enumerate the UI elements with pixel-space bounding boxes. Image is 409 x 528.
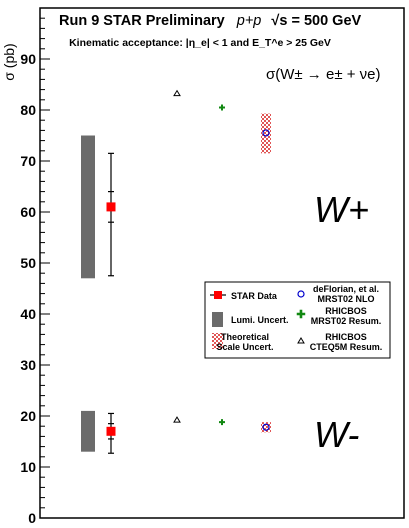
uncertainty-bands bbox=[81, 113, 271, 452]
lumi-band-wplus bbox=[81, 135, 95, 279]
chart-title: Run 9 STAR Preliminary bbox=[59, 13, 225, 29]
legend-lumi-label: Lumi. Uncert. bbox=[231, 315, 289, 325]
rhicbos-mrst-point-wplus bbox=[219, 104, 225, 111]
star-data-point-wminus bbox=[106, 426, 116, 436]
rhicbos-mrst-point-wminus bbox=[219, 419, 225, 426]
legend-scale-label-2: Scale Uncert. bbox=[216, 342, 273, 352]
legend-mrst-label-2: MRST02 Resum. bbox=[311, 316, 382, 326]
lumi-band-wminus bbox=[81, 410, 95, 452]
legend-deflorian-symbol bbox=[297, 290, 305, 298]
y-axis: 0 10 20 30 40 50 60 70 80 90 bbox=[20, 7, 50, 526]
energy-label: √s = 500 GeV bbox=[271, 13, 361, 29]
y-tick-label: 0 bbox=[28, 510, 36, 526]
deflorian-point-wminus bbox=[262, 423, 270, 431]
legend-scale-symbol bbox=[212, 333, 223, 349]
legend-cteq-symbol bbox=[297, 337, 305, 344]
y-tick-label: 30 bbox=[20, 357, 36, 373]
legend-lumi-symbol bbox=[212, 312, 223, 327]
legend-deflorian-label-2: MRST02 NLO bbox=[317, 294, 374, 304]
formula-label: σ(W± → e± + νe) bbox=[266, 66, 381, 83]
data-marks bbox=[106, 89, 270, 454]
svg-text:Run 9 STAR Preliminary p+p: Run 9 STAR Preliminary p+p √s = 500 GeV bbox=[59, 13, 362, 29]
y-tick-label: 10 bbox=[20, 459, 36, 475]
legend-mrst-label-1: RHICBOS bbox=[325, 306, 367, 316]
scale-band-wplus bbox=[261, 113, 271, 154]
y-tick-label: 90 bbox=[20, 51, 36, 67]
legend-mrst-symbol: ✚ bbox=[296, 309, 305, 321]
legend-star-data-label: STAR Data bbox=[231, 291, 278, 301]
y-tick-label: 20 bbox=[20, 408, 36, 424]
deflorian-point-wplus bbox=[262, 129, 270, 137]
kinematic-subtitle: Kinematic acceptance: |η_e| < 1 and E_T^… bbox=[69, 37, 331, 49]
y-axis-title: σ (pb) bbox=[1, 43, 17, 80]
legend-cteq-label-1: RHICBOS bbox=[325, 332, 367, 342]
legend-star-data-symbol bbox=[210, 291, 226, 299]
w-minus-label: W- bbox=[314, 414, 359, 455]
legend-scale-label-1: Theoretical bbox=[221, 332, 269, 342]
rhicbos-cteq-point-wplus bbox=[173, 89, 181, 97]
y-tick-label: 40 bbox=[20, 306, 36, 322]
legend-deflorian-label-1: deFlorian, et al. bbox=[313, 284, 379, 294]
star-data-point-wplus bbox=[106, 202, 116, 212]
rhicbos-cteq-point-wminus bbox=[173, 416, 181, 423]
w-plus-label: W+ bbox=[314, 189, 369, 230]
y-tick-label: 70 bbox=[20, 153, 36, 169]
y-tick-label: 60 bbox=[20, 204, 36, 220]
y-tick-label: 50 bbox=[20, 255, 36, 271]
collision-label: p+p bbox=[236, 13, 262, 29]
legend-cteq-label-2: CTEQ5M Resum. bbox=[310, 342, 383, 352]
y-tick-label: 80 bbox=[20, 102, 36, 118]
scale-band-wminus bbox=[261, 422, 271, 433]
legend: STAR Data Lumi. Uncert. Theoretical Scal… bbox=[204, 281, 391, 359]
